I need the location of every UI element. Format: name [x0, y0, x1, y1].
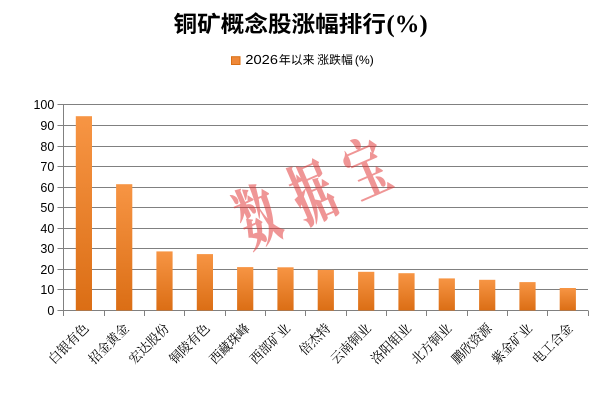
svg-text:50: 50	[40, 201, 54, 215]
svg-text:20: 20	[40, 263, 54, 277]
svg-text:60: 60	[40, 181, 54, 195]
svg-text:90: 90	[40, 119, 54, 133]
svg-text:30: 30	[40, 242, 54, 256]
svg-text:10: 10	[40, 283, 54, 297]
svg-text:100: 100	[33, 98, 54, 112]
svg-text:70: 70	[40, 160, 54, 174]
svg-text:0: 0	[47, 304, 54, 318]
svg-text:80: 80	[40, 140, 54, 154]
svg-text:40: 40	[40, 222, 54, 236]
